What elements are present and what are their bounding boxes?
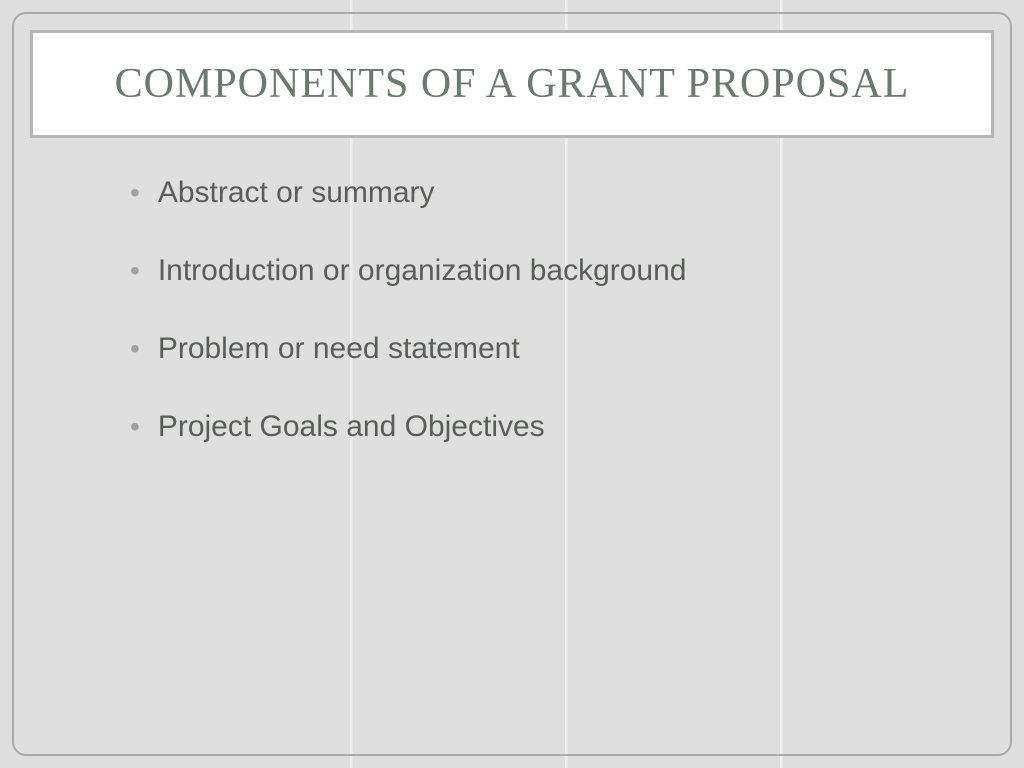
list-item: • Introduction or organization backgroun… — [130, 253, 964, 289]
bullet-text: Project Goals and Objectives — [158, 409, 545, 445]
title-box: COMPONENTS OF A GRANT PROPOSAL — [30, 30, 994, 138]
list-item: • Problem or need statement — [130, 331, 964, 367]
bullet-icon: • — [130, 335, 140, 363]
slide-title: COMPONENTS OF A GRANT PROPOSAL — [115, 60, 910, 108]
bullet-text: Abstract or summary — [158, 175, 435, 211]
bullet-list: • Abstract or summary • Introduction or … — [130, 175, 964, 487]
bullet-icon: • — [130, 413, 140, 441]
list-item: • Abstract or summary — [130, 175, 964, 211]
bullet-text: Introduction or organization background — [158, 253, 687, 289]
bullet-text: Problem or need statement — [158, 331, 520, 367]
bullet-icon: • — [130, 179, 140, 207]
list-item: • Project Goals and Objectives — [130, 409, 964, 445]
bullet-icon: • — [130, 257, 140, 285]
